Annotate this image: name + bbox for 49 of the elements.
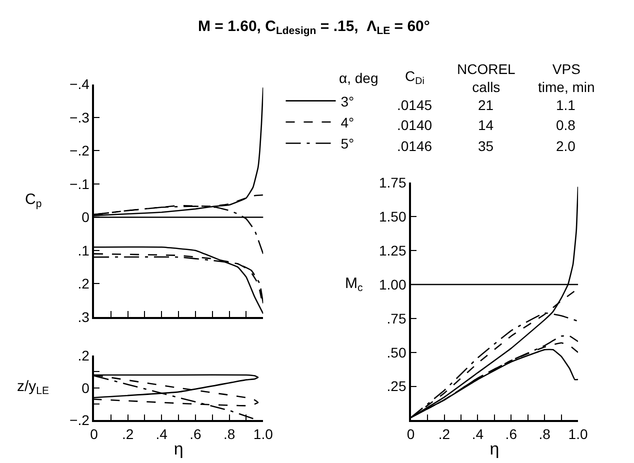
- y-tick-label: −.4: [70, 76, 90, 92]
- y-tick-label: .3: [78, 308, 90, 325]
- y-tick-label: .25: [386, 378, 406, 394]
- text: 1.1: [556, 97, 576, 113]
- x-tick-label: .8: [538, 426, 551, 442]
- y-tick-label: −.2: [70, 412, 90, 428]
- text: 14: [478, 117, 494, 133]
- y-tick-label: −.2: [70, 142, 90, 159]
- y-tick-label: .50: [386, 344, 406, 360]
- y-axis-title: C$_{p}$: [25, 191, 42, 210]
- x-axis-title: η: [490, 440, 500, 459]
- y-axis-title: z/y$_{LE}$: [17, 378, 50, 398]
- text: 0.8: [556, 117, 576, 133]
- y-tick-label: 0: [82, 380, 90, 396]
- legend-label: 4°: [340, 114, 354, 130]
- text: 35: [478, 138, 494, 154]
- y-tick-label: .2: [78, 347, 90, 364]
- x-tick-label: .8: [223, 426, 236, 442]
- x-tick-label: .6: [505, 426, 518, 442]
- text: VPS time, min: [538, 61, 595, 96]
- y-tick-label: .2: [78, 276, 90, 292]
- x-tick-label: .6: [190, 426, 202, 442]
- text: 21: [478, 97, 494, 113]
- y-tick-label: .1: [78, 242, 90, 258]
- y-tick-label: 1.75: [379, 174, 406, 191]
- y-tick-label: −.1: [70, 176, 90, 192]
- y-tick-label: 1.50: [379, 208, 406, 225]
- x-tick-label: .2: [438, 426, 450, 442]
- y-tick-label: 1.00: [379, 276, 406, 292]
- x-tick-label: .4: [472, 426, 484, 442]
- x-tick-label: 1.0: [568, 426, 588, 442]
- y-tick-label: 0: [82, 209, 90, 226]
- y-tick-label: 1.25: [379, 242, 406, 259]
- y-tick-label: .75: [386, 310, 406, 326]
- text: .0146: [397, 138, 432, 154]
- text: 2.0: [556, 138, 576, 154]
- x-tick-label: .4: [156, 426, 168, 442]
- text: .0140: [397, 117, 432, 133]
- y-axis-title: M$_{c}$: [345, 275, 363, 294]
- x-tick-label: .2: [122, 426, 134, 442]
- legend-label: 3°: [340, 93, 354, 110]
- text: M = 1.60, C$_{L}$$_{design}$ = .15, Λ$_{LE}$ = 60°: [198, 18, 430, 38]
- text: α, deg: [339, 70, 378, 86]
- x-axis-title: η: [174, 440, 184, 459]
- legend-label: 5°: [340, 136, 354, 152]
- x-tick-label: 1.0: [253, 426, 274, 442]
- y-tick-label: −.3: [70, 109, 90, 126]
- text: .0145: [397, 97, 432, 113]
- text: NCOREL calls: [457, 61, 516, 96]
